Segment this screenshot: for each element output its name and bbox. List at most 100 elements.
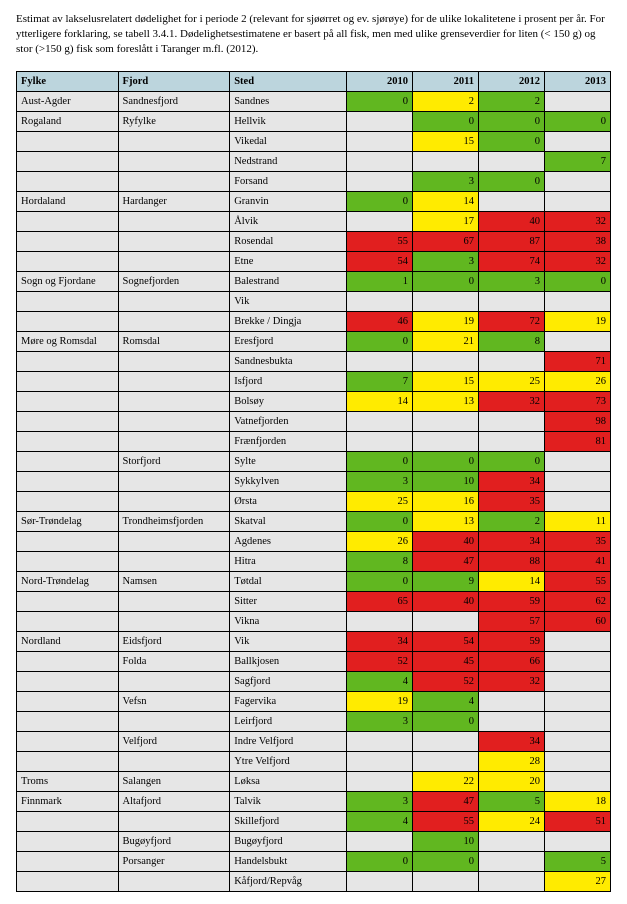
cell-value: 4	[346, 811, 412, 831]
cell-fjord: Eidsfjord	[118, 631, 230, 651]
table-row: Ålvik174032	[17, 211, 611, 231]
table-row: TromsSalangenLøksa2220	[17, 771, 611, 791]
cell-sted: Frænfjorden	[230, 431, 347, 451]
cell-value: 3	[346, 711, 412, 731]
cell-value: 0	[346, 451, 412, 471]
table-row: Rosendal55678738	[17, 231, 611, 251]
cell-value: 19	[346, 691, 412, 711]
cell-value: 0	[544, 111, 610, 131]
cell-value	[412, 751, 478, 771]
table-row: BugøyfjordBugøyfjord10	[17, 831, 611, 851]
cell-fylke	[17, 531, 119, 551]
table-row: Ytre Velfjord28	[17, 751, 611, 771]
cell-fylke: Møre og Romsdal	[17, 331, 119, 351]
cell-value: 54	[412, 631, 478, 651]
cell-fylke	[17, 231, 119, 251]
cell-value	[346, 731, 412, 751]
cell-fylke	[17, 391, 119, 411]
cell-fylke	[17, 291, 119, 311]
cell-value: 34	[478, 531, 544, 551]
cell-value	[544, 471, 610, 491]
cell-fylke	[17, 731, 119, 751]
cell-value	[346, 751, 412, 771]
table-row: Vikna5760	[17, 611, 611, 631]
cell-sted: Leirfjord	[230, 711, 347, 731]
cell-value: 0	[346, 511, 412, 531]
cell-fjord	[118, 531, 230, 551]
cell-value: 24	[478, 811, 544, 831]
cell-fjord	[118, 231, 230, 251]
header-2013: 2013	[544, 71, 610, 91]
cell-fylke	[17, 211, 119, 231]
cell-value: 38	[544, 231, 610, 251]
cell-value	[544, 171, 610, 191]
cell-value: 10	[412, 831, 478, 851]
cell-fylke	[17, 811, 119, 831]
table-row: Etne5437432	[17, 251, 611, 271]
cell-value: 9	[412, 571, 478, 591]
cell-fjord	[118, 311, 230, 331]
cell-fjord	[118, 591, 230, 611]
mortality-table: Fylke Fjord Sted 2010 2011 2012 2013 Aus…	[16, 71, 611, 892]
cell-value: 35	[544, 531, 610, 551]
cell-value	[478, 291, 544, 311]
cell-value	[346, 291, 412, 311]
cell-fjord: Porsanger	[118, 851, 230, 871]
cell-value: 0	[346, 851, 412, 871]
cell-fylke	[17, 411, 119, 431]
header-fjord: Fjord	[118, 71, 230, 91]
cell-fjord: Sandnesfjord	[118, 91, 230, 111]
cell-value	[346, 771, 412, 791]
cell-value	[544, 691, 610, 711]
cell-sted: Vik	[230, 291, 347, 311]
cell-value	[544, 631, 610, 651]
cell-fjord	[118, 151, 230, 171]
cell-sted: Ålvik	[230, 211, 347, 231]
cell-fjord	[118, 751, 230, 771]
cell-fylke	[17, 311, 119, 331]
cell-fjord	[118, 471, 230, 491]
cell-fjord	[118, 411, 230, 431]
table-row: Kåfjord/Repvåg27	[17, 871, 611, 891]
cell-sted: Balestrand	[230, 271, 347, 291]
cell-sted: Hellvik	[230, 111, 347, 131]
table-row: Agdenes26403435	[17, 531, 611, 551]
cell-fjord	[118, 171, 230, 191]
cell-value: 4	[346, 671, 412, 691]
cell-sted: Brekke / Dingja	[230, 311, 347, 331]
cell-sted: Bolsøy	[230, 391, 347, 411]
cell-fylke	[17, 711, 119, 731]
cell-value	[478, 831, 544, 851]
cell-value: 19	[544, 311, 610, 331]
table-row: Nord-TrøndelagNamsenTøtdal091455	[17, 571, 611, 591]
cell-value: 14	[346, 391, 412, 411]
cell-fjord: Vefsn	[118, 691, 230, 711]
cell-value	[478, 351, 544, 371]
cell-sted: Agdenes	[230, 531, 347, 551]
cell-fylke	[17, 171, 119, 191]
cell-value: 34	[478, 731, 544, 751]
cell-value	[478, 711, 544, 731]
cell-value: 18	[544, 791, 610, 811]
cell-value: 11	[544, 511, 610, 531]
table-row: Skillefjord4552451	[17, 811, 611, 831]
cell-value: 0	[544, 271, 610, 291]
cell-value	[346, 151, 412, 171]
cell-fjord	[118, 291, 230, 311]
cell-value: 21	[412, 331, 478, 351]
cell-value	[412, 411, 478, 431]
cell-fjord	[118, 211, 230, 231]
cell-fylke: Sør-Trøndelag	[17, 511, 119, 531]
table-row: VelfjordIndre Velfjord34	[17, 731, 611, 751]
header-row: Fylke Fjord Sted 2010 2011 2012 2013	[17, 71, 611, 91]
cell-value: 14	[478, 571, 544, 591]
cell-fjord	[118, 871, 230, 891]
cell-fjord	[118, 131, 230, 151]
cell-fjord	[118, 671, 230, 691]
cell-value	[412, 291, 478, 311]
table-caption: Estimat av lakselusrelatert dødelighet f…	[16, 12, 611, 57]
cell-value: 13	[412, 511, 478, 531]
cell-sted: Indre Velfjord	[230, 731, 347, 751]
cell-value	[346, 351, 412, 371]
cell-value: 5	[544, 851, 610, 871]
